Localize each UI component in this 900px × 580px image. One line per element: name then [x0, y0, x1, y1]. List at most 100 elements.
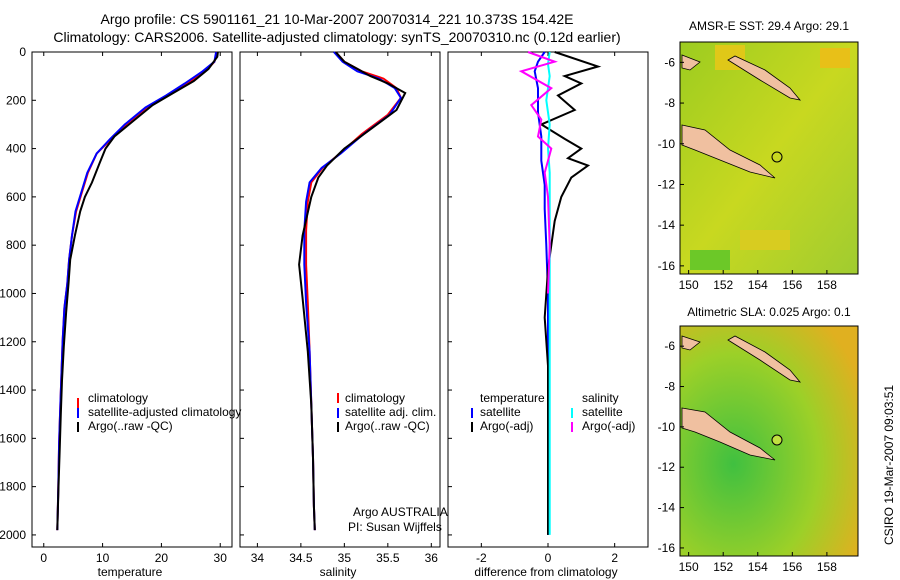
map-x-tick-label: 154	[748, 278, 768, 292]
x-tick-label: 34.5	[289, 551, 313, 565]
map-x-tick-label: 158	[817, 560, 837, 574]
series-line-argo-raw-qc-	[56, 51, 219, 531]
y-tick-label: 0	[19, 45, 26, 59]
legend-label-argo: Argo(..raw -QC)	[345, 419, 430, 433]
x-tick-label: 10	[96, 551, 110, 565]
series-line-satellite-adj-clim-	[303, 51, 403, 531]
salinity-panel: 34 34.5 35 35.5 36 salinity climatology sate…	[239, 51, 448, 579]
y-tick-label: 2000	[0, 528, 26, 542]
y-tick-label: 1200	[0, 335, 26, 349]
legend-title-temperature: temperature	[480, 391, 545, 405]
y-tick-label: 400	[6, 142, 26, 156]
salinity-xlabel: salinity	[320, 565, 357, 579]
y-tick-label: 1400	[0, 383, 26, 397]
pi-label: PI: Susan Wijffels	[348, 520, 442, 534]
legend-label-temp-satellite: satellite	[480, 405, 521, 419]
difference-legend: temperature salinity satellite Argo(-adj…	[471, 391, 635, 433]
temperature-legend: climatology satellite-adjusted climatolo…	[77, 391, 241, 433]
legend-label-climatology: climatology	[88, 391, 148, 405]
y-tick-label: 1600	[0, 431, 26, 445]
sla-coastline-north	[681, 335, 701, 351]
x-tick-label: 0	[40, 551, 47, 565]
legend-label-climatology: climatology	[345, 391, 405, 405]
sst-coastline-north	[681, 54, 701, 71]
map-y-tick-label: -6	[664, 339, 675, 353]
series-line-argo-raw-qc-	[298, 51, 407, 531]
legend-label-sal-argo: Argo(-adj)	[582, 419, 635, 433]
y-tick-label: 200	[6, 93, 26, 107]
salinity-legend: climatology satellite adj. clim. Argo(..…	[337, 391, 436, 433]
sla-map-title: Altimetric SLA: 0.025 Argo: 0.1	[687, 305, 851, 319]
difference-panel: -2 0 2 difference from climatology tempera…	[447, 51, 649, 579]
legend-label-argo: Argo(..raw -QC)	[88, 419, 173, 433]
legend-label-temp-argo: Argo(-adj)	[480, 419, 533, 433]
difference-xlabel: difference from climatology	[474, 565, 617, 579]
map-x-tick-label: 156	[782, 560, 802, 574]
sst-warm-patch	[820, 48, 850, 68]
x-tick-label: 35	[338, 551, 352, 565]
map-y-tick-label: -6	[664, 55, 675, 69]
map-x-tick-label: 158	[817, 278, 837, 292]
legend-label-sal-satellite: satellite	[582, 405, 623, 419]
sla-ticks: 150 152 154 156 158 -6 -8 -10 -12 -14 -16	[658, 339, 838, 574]
x-tick-label: 35.5	[376, 551, 400, 565]
map-y-tick-label: -16	[658, 259, 676, 273]
sst-coastline-png	[681, 124, 776, 179]
map-x-tick-label: 154	[748, 560, 768, 574]
temperature-axes-frame	[31, 51, 233, 548]
sst-map-panel: AMSR-E SST: 29.4 Argo: 29.1 150 152 154 156…	[658, 19, 859, 292]
series-line-temperature-argo-adj-	[539, 51, 602, 535]
footer-note: CSIRO 19-Mar-2007 09:03:51	[882, 385, 896, 545]
temperature-panel: 0 10 20 30 0 200 400 600 800 1000 1200 1400 1600 1800…	[0, 45, 241, 579]
difference-marks: -2 0 2	[448, 51, 618, 565]
sla-island-outline	[727, 335, 802, 383]
map-y-tick-label: -8	[664, 380, 675, 394]
sla-map-panel: Altimetric SLA: 0.025 Argo: 0.1 150 152 15…	[658, 305, 859, 574]
map-x-tick-label: 152	[713, 560, 733, 574]
y-tick-label: 800	[6, 238, 26, 252]
legend-label-satellite: satellite adj. clim.	[345, 405, 436, 419]
x-tick-label: 34	[251, 551, 265, 565]
y-tick-label: 600	[6, 190, 26, 204]
map-x-tick-label: 152	[713, 278, 733, 292]
map-x-tick-label: 150	[679, 560, 699, 574]
map-y-tick-label: -8	[664, 96, 675, 110]
series-line-salinity-argo-adj-	[518, 51, 558, 294]
salinity-axes-frame	[239, 51, 441, 548]
salinity-marks: 34 34.5 35 35.5 36	[240, 51, 439, 565]
y-tick-label: 1000	[0, 286, 26, 300]
map-x-tick-label: 150	[679, 278, 699, 292]
sla-argo-marker	[771, 434, 783, 446]
x-tick-label: 30	[214, 551, 228, 565]
x-tick-label: 0	[545, 551, 552, 565]
series-line-climatology	[56, 51, 219, 531]
map-y-tick-label: -10	[658, 420, 676, 434]
sst-cool-patch	[690, 250, 730, 270]
map-y-tick-label: -12	[658, 460, 676, 474]
map-y-tick-label: -14	[658, 218, 676, 232]
sst-warm-patches	[690, 45, 850, 270]
sst-warm-patch	[740, 230, 790, 250]
map-y-tick-label: -12	[658, 177, 676, 191]
x-tick-label: 36	[425, 551, 439, 565]
legend-title-salinity: salinity	[582, 391, 619, 405]
series-line-satellite-adjusted-climatology	[56, 51, 218, 531]
sst-island-outline	[727, 55, 802, 101]
sst-argo-marker	[771, 151, 783, 163]
x-tick-label: 2	[611, 551, 618, 565]
temperature-marks: 0 10 20 30 0 200 400 600 800 1000 1200 1400 1600 1800…	[0, 45, 227, 565]
map-y-tick-label: -14	[658, 501, 676, 515]
map-y-tick-label: -10	[658, 137, 676, 151]
sst-ticks: 150 152 154 156 158 -6 -8 -10 -12 -14 -16	[658, 55, 838, 292]
map-x-tick-label: 156	[782, 278, 802, 292]
legend-label-satellite: satellite-adjusted climatology	[88, 405, 241, 419]
map-y-tick-label: -16	[658, 541, 676, 555]
title-line-2: Climatology: CARS2006. Satellite-adjuste…	[53, 29, 620, 45]
title-line-1: Argo profile: CS 5901161_21 10-Mar-2007 …	[101, 11, 574, 27]
float-owner-label: Argo AUSTRALIA	[353, 505, 448, 519]
y-tick-label: 1800	[0, 480, 26, 494]
temperature-xlabel: temperature	[98, 565, 163, 579]
sst-map-title: AMSR-E SST: 29.4 Argo: 29.1	[689, 19, 849, 33]
x-tick-label: -2	[476, 551, 487, 565]
